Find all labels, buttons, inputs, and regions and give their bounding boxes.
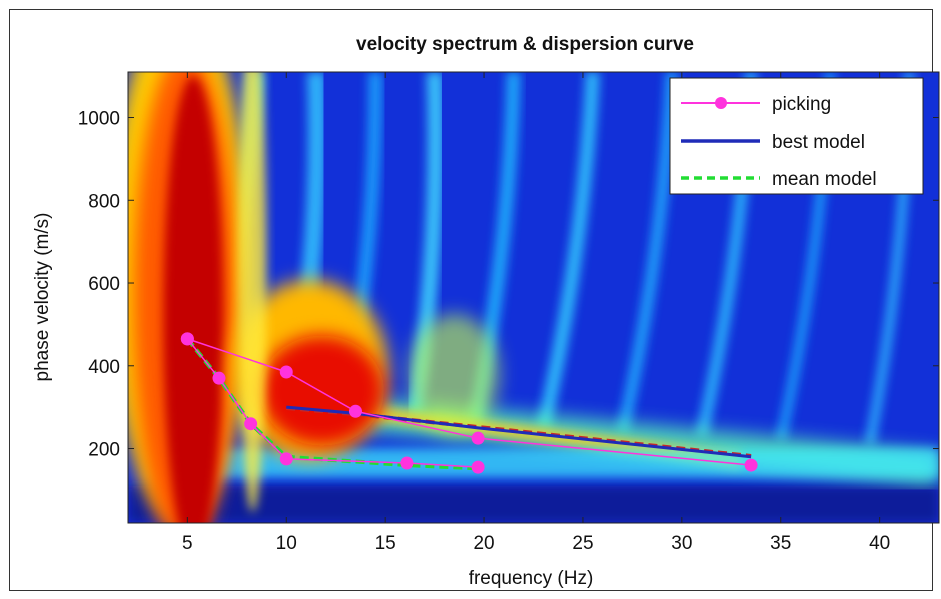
x-tick-label: 5 [182,533,193,554]
lobe2-red [259,335,384,446]
plot-border [127,71,940,524]
series-layer [180,332,758,474]
legend-marker-picking [715,97,727,109]
legend: picking best model mean model [669,77,924,195]
y-tick-label: 400 [88,357,120,378]
x-tick-label: 30 [671,533,692,554]
picking-point [471,431,485,445]
legend-label-picking: picking [772,94,831,115]
y-tick-label: 1000 [78,109,120,130]
y-tick-label: 800 [88,191,120,212]
x-tick-label: 35 [770,533,791,554]
picking-point [744,458,758,472]
y-tick-label: 600 [88,274,120,295]
x-tick-label: 15 [375,533,396,554]
series-line-picking [186,338,479,468]
picking-point [471,460,485,474]
x-tick-label: 40 [869,533,890,554]
picking-point [348,404,362,418]
spectrum-energy [128,72,939,523]
plot-area [128,72,939,523]
y-axis: 200 400 600 800 1000 [78,109,939,461]
lobe-yellow-streak [238,72,267,513]
picking-point [244,417,258,431]
x-tick-label: 20 [473,533,494,554]
legend-label-best-model: best model [772,132,865,153]
legend-label-mean-model: mean model [772,169,877,190]
picking-point [400,456,414,470]
lobe-red [163,76,224,523]
band-low [128,485,939,523]
chart-title: velocity spectrum & dispersion curve [356,34,694,55]
spectrum-wisp [536,72,600,430]
picking-point [180,332,194,346]
picking-point [279,452,293,466]
x-tick-label: 10 [276,533,297,554]
spectrum-wisp [616,72,678,434]
blob-lime [409,314,500,435]
picking-point [279,365,293,379]
series-line-best-model [286,405,752,459]
picking-point [212,371,226,385]
band-cyan [147,448,939,478]
x-tick-label: 25 [572,533,593,554]
x-axis: 5 10 15 20 25 30 35 40 [182,72,890,554]
y-tick-label: 200 [88,440,120,461]
legend-box [669,77,924,195]
y-axis-title: phase velocity (m/s) [32,213,53,382]
x-axis-title: frequency (Hz) [469,568,594,589]
